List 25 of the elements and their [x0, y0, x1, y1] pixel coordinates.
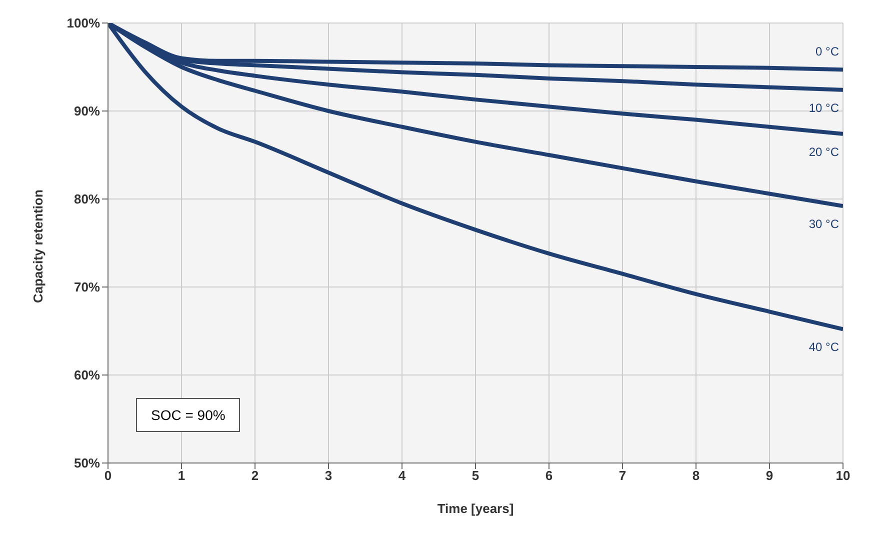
y-tick-label: 100%	[66, 16, 100, 31]
x-tick-label: 8	[692, 468, 700, 484]
series-label: 0 °C	[816, 44, 840, 59]
y-tick-label: 60%	[74, 368, 100, 383]
x-axis-title: Time [years]	[437, 501, 514, 516]
x-tick-label: 9	[766, 468, 774, 484]
x-tick-label: 7	[618, 468, 626, 484]
x-tick-label: 6	[545, 468, 553, 484]
annotation: SOC = 90%	[136, 398, 240, 432]
y-axis-title: Capacity retention	[30, 190, 46, 303]
series-label: 20 °C	[808, 144, 840, 159]
x-tick-label: 0	[104, 468, 112, 484]
y-tick-label: 90%	[74, 104, 100, 119]
x-tick-label: 1	[178, 468, 186, 484]
x-tick-label: 2	[251, 468, 259, 484]
series-label: 40 °C	[808, 340, 840, 354]
series-label: 10 °C	[808, 100, 840, 115]
x-tick-label: 4	[398, 468, 406, 484]
x-tick-label: 10	[836, 468, 850, 484]
y-tick-label: 70%	[74, 280, 100, 295]
y-tick-label: 50%	[74, 456, 100, 471]
x-tick-label: 5	[472, 468, 480, 484]
x-tick-label: 3	[324, 468, 332, 484]
series-label: 30 °C	[808, 217, 840, 232]
y-tick-label: 80%	[74, 192, 100, 207]
